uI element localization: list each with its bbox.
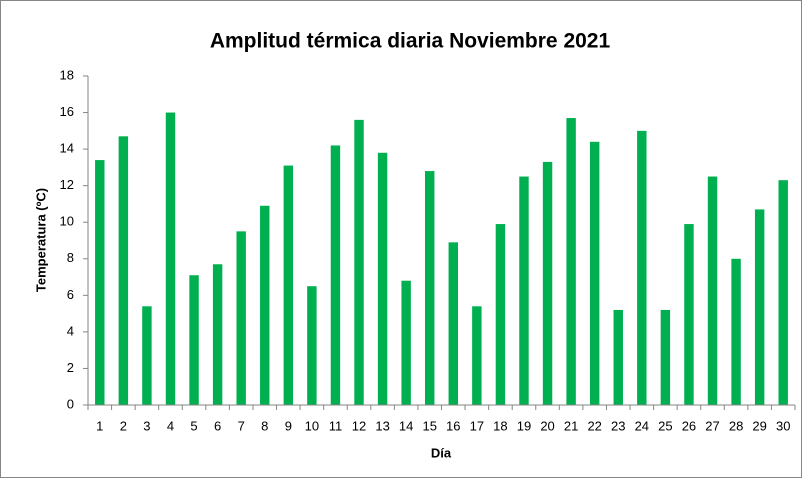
x-tick-label: 3 (143, 418, 150, 433)
bar (707, 176, 718, 405)
chart-title: Amplitud térmica diaria Noviembre 2021 (210, 30, 611, 53)
y-tick-label: 18 (60, 67, 74, 82)
bar (448, 242, 458, 405)
x-tick-label: 2 (120, 418, 127, 433)
bar (778, 180, 788, 405)
x-tick-label: 10 (305, 418, 319, 433)
y-tick-label: 4 (67, 323, 74, 338)
x-tick-label: 30 (776, 418, 790, 433)
bar (330, 145, 341, 405)
x-tick-label: 8 (261, 418, 268, 433)
x-tick-label: 13 (375, 418, 389, 433)
bar (495, 224, 506, 405)
y-axis-label: Temperatura (ºC) (33, 188, 48, 292)
bar (189, 275, 199, 405)
x-tick-label: 5 (190, 418, 197, 433)
x-tick-label: 25 (658, 418, 672, 433)
x-tick-label: 17 (470, 418, 484, 433)
bar (165, 112, 176, 406)
x-tick-label: 11 (329, 418, 343, 433)
x-tick-label: 28 (729, 418, 743, 433)
bar (660, 309, 671, 405)
bar (425, 171, 435, 405)
x-tick-label: 1 (96, 418, 103, 433)
bar (684, 224, 694, 405)
x-tick-label: 15 (422, 418, 436, 433)
bar (472, 306, 482, 405)
y-tick-label: 0 (67, 396, 74, 411)
bar (260, 205, 270, 405)
x-tick-label: 6 (214, 418, 221, 433)
x-tick-label: 29 (752, 418, 766, 433)
bar (589, 141, 600, 406)
bar (307, 286, 317, 405)
bar (401, 280, 411, 405)
y-tick-label: 6 (67, 287, 74, 302)
y-tick-label: 16 (60, 104, 74, 119)
bar (754, 209, 765, 405)
bar (519, 176, 529, 405)
x-tick-label: 14 (399, 418, 413, 433)
y-tick-label: 2 (67, 360, 74, 375)
x-tick-label: 12 (352, 418, 366, 433)
bar (542, 161, 553, 405)
x-tick-label: 24 (635, 418, 649, 433)
bar (283, 165, 294, 405)
x-tick-label: 4 (167, 418, 174, 433)
bar (142, 306, 152, 405)
y-tick-label: 14 (60, 141, 74, 156)
x-tick-label: 22 (587, 418, 601, 433)
x-tick-label: 20 (540, 418, 554, 433)
y-tick-label: 8 (67, 250, 74, 265)
bar (212, 264, 223, 405)
x-tick-label: 27 (705, 418, 719, 433)
x-tick-label: 9 (285, 418, 292, 433)
x-tick-label: 7 (238, 418, 245, 433)
x-tick-label: 16 (446, 418, 460, 433)
bar (613, 309, 623, 405)
y-tick-label: 12 (60, 177, 74, 192)
x-tick-label: 19 (517, 418, 531, 433)
bar (731, 258, 741, 405)
bar (354, 119, 364, 405)
bar (377, 152, 388, 405)
x-tick-label: 26 (682, 418, 696, 433)
x-tick-label: 18 (493, 418, 507, 433)
x-axis-label: Día (431, 445, 452, 460)
x-tick-label: 23 (611, 418, 625, 433)
bar (637, 130, 647, 406)
bar (566, 118, 576, 406)
x-tick-label: 21 (564, 418, 578, 433)
bar (236, 231, 246, 405)
bar (118, 136, 129, 406)
y-tick-label: 10 (60, 214, 74, 229)
bar (95, 160, 105, 405)
